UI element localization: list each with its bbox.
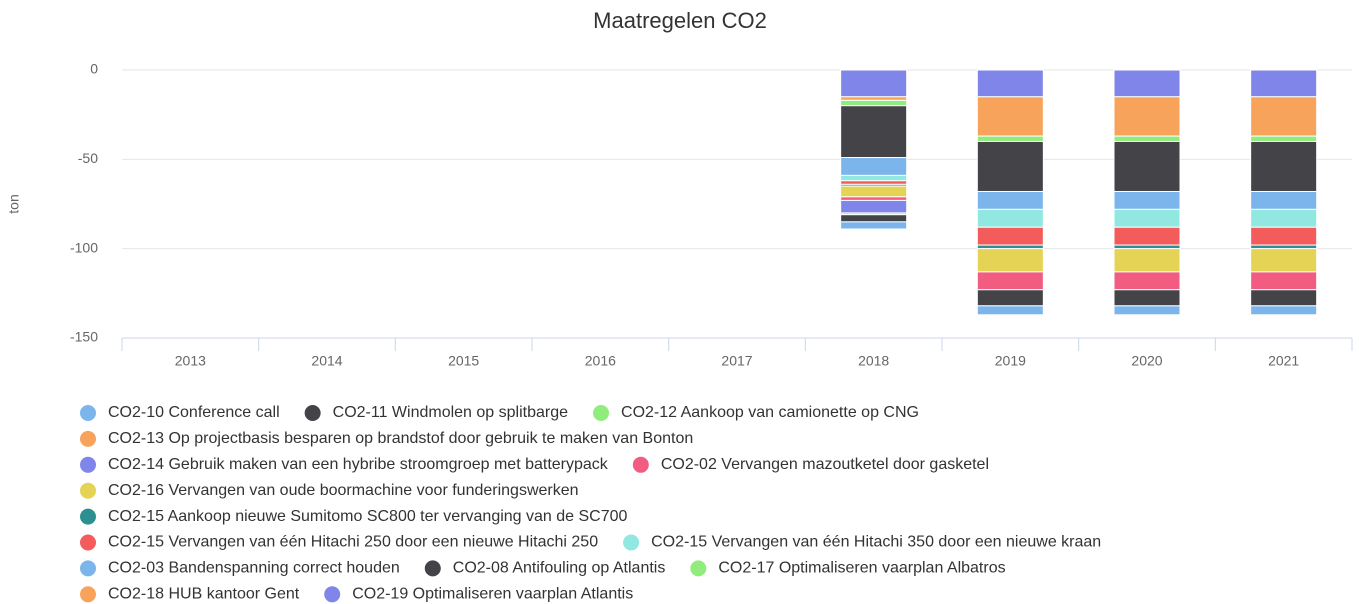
legend-marker [593,405,610,421]
bar-segment [1113,135,1181,142]
legend-label: CO2-10 Conference call [108,404,280,421]
legend-label: CO2-15 Vervangen van één Hitachi 350 doo… [651,534,1101,551]
bar-segment [1113,69,1181,98]
legend-label: CO2-08 Antifouling op Atlantis [453,560,666,577]
x-tick-label: 2014 [311,353,342,369]
legend-marker [632,456,649,473]
bar-segment [1113,305,1181,316]
bar-segment [976,135,1044,142]
legend-marker [80,586,96,603]
bar-segment [1250,289,1318,307]
bar-segment [976,305,1044,316]
legend-label: CO2-12 Aankoop van camionette op CNG [621,404,919,421]
bar-segment [840,99,908,107]
bar-segment [1113,289,1181,307]
legend-marker [80,456,96,473]
bar-segment [1113,226,1181,246]
bar-segment [840,157,908,176]
legend-marker [80,560,96,577]
bar-segment [1113,244,1181,250]
legend-label: CO2-13 Op projectbasis besparen op brand… [108,430,693,447]
x-tick-label: 2018 [858,353,889,369]
bar-segment [840,214,908,223]
bar-segment [1113,271,1181,291]
legend-marker [80,508,96,525]
bar-segment [840,221,908,230]
bar-segment [1250,135,1318,142]
bar-segment [1113,208,1181,228]
y-tick-label: 0 [90,61,98,77]
bar-segment [1113,96,1181,137]
bar-segment [1250,208,1318,228]
bar-segment [976,96,1044,137]
legend-marker [324,586,341,603]
y-tick-label: -150 [70,329,98,345]
bar-segment [976,244,1044,250]
bar-segment [1113,190,1181,210]
bar-segment [1113,140,1181,192]
y-tick-label: -100 [70,239,98,255]
bar-segment [840,199,908,214]
bar-segment [1250,271,1318,291]
bar-segment [840,174,908,182]
legend-label: CO2-14 Gebruik maken van een hybribe str… [108,456,609,473]
legend-marker [424,560,441,577]
bar-segment [840,180,908,185]
bar-segment [976,140,1044,192]
y-tick-label: -50 [78,150,98,166]
bar-segment [840,69,908,98]
bar-segment [1250,190,1318,210]
legend-label: CO2-11 Windmolen op splitbarge [333,404,568,421]
legend-marker [80,405,96,421]
bar-segment [976,271,1044,291]
bar-segment [976,289,1044,307]
legend-label: CO2-16 Vervangen van oude boormachine vo… [108,482,579,499]
bar-segment [1250,96,1318,137]
bar-segment [976,248,1044,273]
legend-marker [80,534,96,551]
legend-label: CO2-02 Vervangen mazoutketel door gasket… [661,456,989,473]
bar-segment [976,69,1044,98]
x-tick-label: 2015 [448,353,479,369]
legend-marker [690,560,707,577]
x-tick-label: 2017 [721,353,752,369]
x-tick-label: 2020 [1131,353,1162,369]
bar-segment [1250,244,1318,250]
legend-marker [304,405,321,421]
x-tick-label: 2013 [175,353,206,369]
bar-segment [1250,248,1318,273]
y-axis-label: ton [6,194,22,213]
x-tick-label: 2016 [585,353,616,369]
bar-segment [840,105,908,159]
bar-segment [1250,305,1318,316]
bar-segment [840,185,908,198]
bar-segment [976,208,1044,228]
x-tick-label: 2019 [995,353,1026,369]
legend-label: CO2-18 HUB kantoor Gent [108,586,300,603]
chart-title: Maatregelen CO2 [593,8,767,33]
bar-segment [840,196,908,201]
bar-segment [976,226,1044,246]
legend-marker [80,430,96,447]
legend-label: CO2-03 Bandenspanning correct houden [108,560,400,577]
bar-segment [1113,248,1181,273]
legend-label: CO2-19 Optimaliseren vaarplan Atlantis [352,586,633,603]
bar-segment [1250,69,1318,98]
x-tick-label: 2021 [1268,353,1299,369]
legend-marker [80,482,96,499]
legend-label: CO2-17 Optimaliseren vaarplan Albatros [718,560,1005,577]
bar-segment [1250,140,1318,192]
bar-segment [840,96,908,101]
bar-segment [1250,226,1318,246]
legend-label: CO2-15 Vervangen van één Hitachi 250 doo… [108,534,598,551]
bar-segment [976,190,1044,210]
legend-label: CO2-15 Aankoop nieuwe Sumitomo SC800 ter… [108,508,628,525]
legend-marker [623,534,640,551]
